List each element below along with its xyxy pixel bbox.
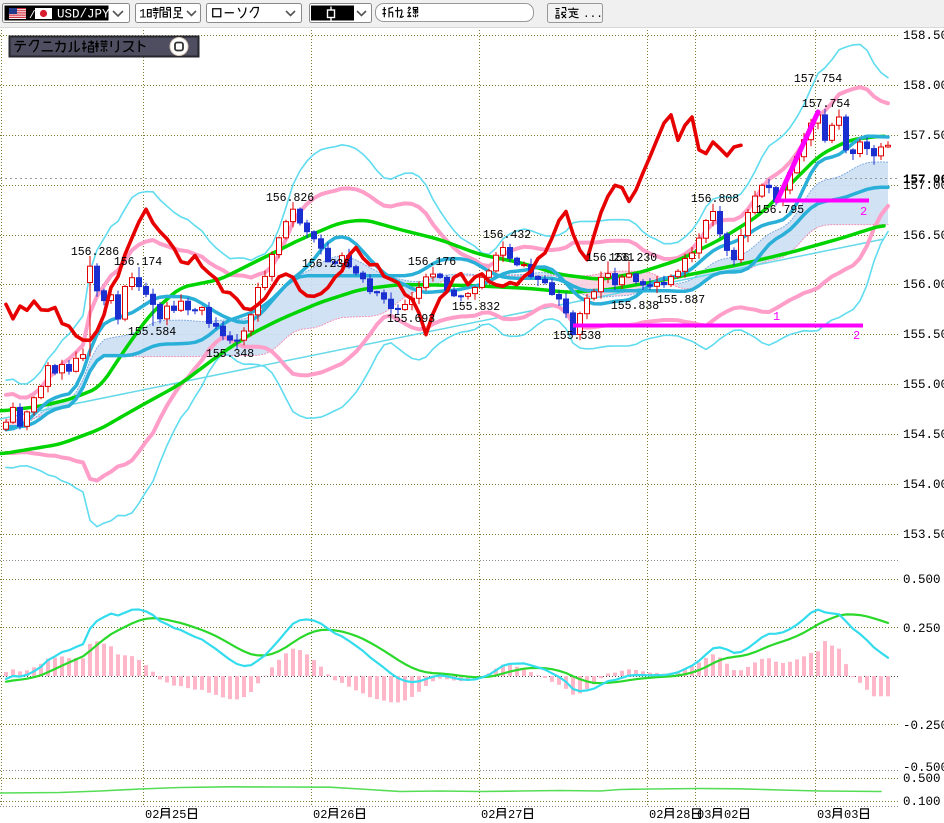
svg-text:1: 1 (773, 310, 780, 324)
svg-text:02: 02 (649, 808, 663, 822)
svg-text:157.067: 157.067 (903, 173, 944, 187)
svg-text:0.250: 0.250 (903, 622, 941, 636)
svg-text:02: 02 (145, 808, 159, 822)
svg-text:155.00: 155.00 (903, 378, 944, 392)
svg-text:26: 26 (340, 808, 354, 822)
svg-text:157.00: 157.00 (903, 179, 944, 193)
svg-text:25: 25 (172, 808, 186, 822)
svg-text:...: ... (583, 9, 603, 21)
svg-text:155.832: 155.832 (452, 301, 500, 314)
svg-text:157.754: 157.754 (802, 98, 850, 111)
svg-text:02: 02 (313, 808, 327, 822)
svg-text:154.00: 154.00 (903, 478, 944, 492)
svg-text:156.286: 156.286 (71, 246, 119, 259)
svg-text:156.808: 156.808 (691, 193, 739, 206)
svg-text:/: / (29, 10, 36, 22)
svg-text:0.500: 0.500 (903, 772, 941, 786)
svg-text:158.50: 158.50 (903, 29, 944, 43)
svg-text:156.176: 156.176 (408, 256, 456, 269)
svg-text:157.50: 157.50 (903, 129, 944, 143)
svg-text:155.887: 155.887 (657, 294, 705, 307)
svg-text:03: 03 (697, 808, 711, 822)
svg-text:156.432: 156.432 (483, 229, 531, 242)
svg-text:0.500: 0.500 (903, 573, 941, 587)
svg-text:155.348: 155.348 (206, 348, 254, 361)
svg-text:0.100: 0.100 (903, 795, 941, 809)
svg-text:157.754: 157.754 (794, 73, 842, 86)
svg-text:-0.500: -0.500 (903, 761, 944, 775)
svg-text:02: 02 (724, 808, 738, 822)
svg-text:-0.250: -0.250 (903, 719, 944, 733)
svg-text:03: 03 (817, 808, 831, 822)
svg-text:155.838: 155.838 (611, 300, 659, 313)
svg-text:1: 1 (139, 8, 147, 22)
svg-text:154.50: 154.50 (903, 428, 944, 442)
svg-text:158.00: 158.00 (903, 79, 944, 93)
svg-text:156.826: 156.826 (266, 192, 314, 205)
svg-text:156.231: 156.231 (586, 252, 634, 265)
svg-text:155.584: 155.584 (128, 326, 176, 339)
svg-text:156.795: 156.795 (756, 204, 804, 217)
svg-text:156.50: 156.50 (903, 229, 944, 243)
svg-text:27: 27 (508, 808, 522, 822)
svg-text:156.174: 156.174 (114, 256, 162, 269)
svg-text:156.236: 156.236 (302, 258, 350, 271)
svg-text:155.693: 155.693 (387, 313, 435, 326)
svg-text:155.50: 155.50 (903, 328, 944, 342)
svg-text:02: 02 (481, 808, 495, 822)
svg-text:156.00: 156.00 (903, 278, 944, 292)
svg-text:2: 2 (853, 329, 860, 343)
svg-text:155.538: 155.538 (553, 330, 601, 343)
svg-text:156.230: 156.230 (609, 252, 657, 265)
svg-text:153.50: 153.50 (903, 528, 944, 542)
svg-text:28: 28 (676, 808, 690, 822)
svg-text:03: 03 (844, 808, 858, 822)
svg-text:2: 2 (860, 205, 867, 219)
svg-text:USD/JPY: USD/JPY (57, 8, 110, 22)
